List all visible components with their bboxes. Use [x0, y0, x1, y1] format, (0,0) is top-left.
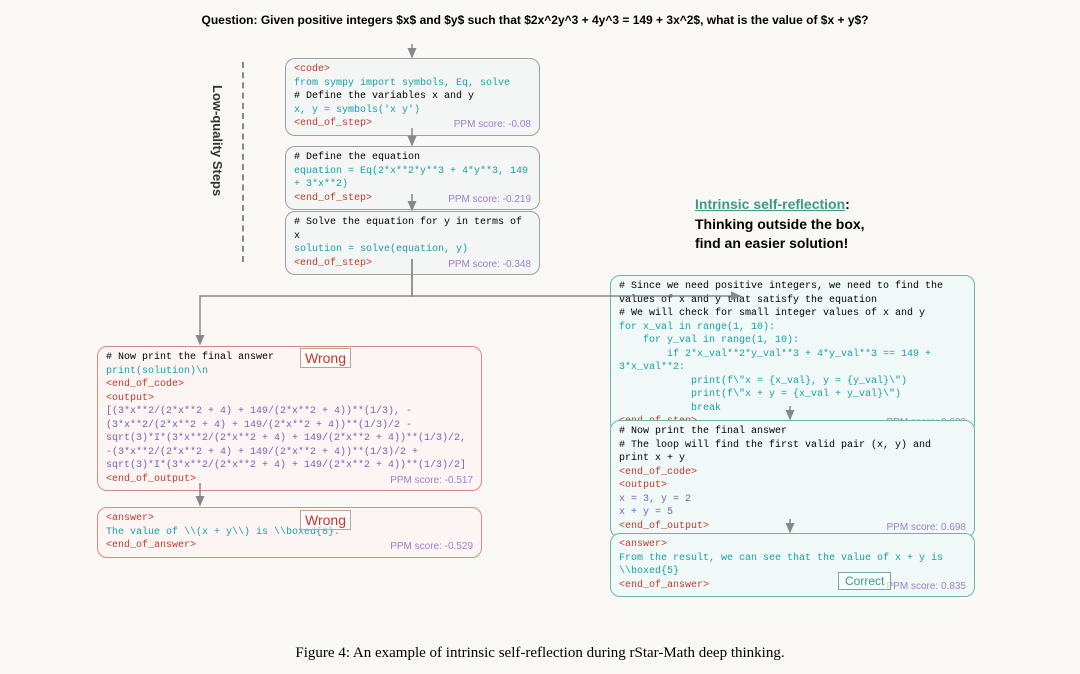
ppm-score: PPM score: 0.698	[887, 521, 966, 535]
reflection-underline: Intrinsic self-reflection	[695, 196, 845, 212]
code-line: # Now print the final answer	[619, 425, 966, 439]
code-line: break	[619, 402, 966, 416]
code-line: From the result, we can see that the val…	[619, 552, 966, 566]
wrong-label-2: Wrong	[300, 510, 351, 530]
code-line: # Now print the final answer	[106, 351, 473, 365]
code-line: <end_of_code>	[106, 378, 473, 392]
ppm-score: PPM score: -0.219	[448, 193, 531, 207]
code-line: <answer>	[619, 538, 966, 552]
step-box-b6: # Since we need positive integers, we ne…	[610, 275, 975, 434]
step-box-b1: <code>from sympy import symbols, Eq, sol…	[285, 58, 540, 136]
code-line: # Define the equation	[294, 151, 531, 165]
step-box-b8: <answer>From the result, we can see that…	[610, 533, 975, 597]
code-line: <code>	[294, 63, 531, 77]
ppm-score: PPM score: -0.517	[390, 474, 473, 488]
code-line: \\boxed{5}	[619, 565, 966, 579]
code-line: <output>	[619, 479, 966, 493]
code-line: solution = solve(equation, y)	[294, 243, 531, 257]
correct-label: Correct	[838, 572, 891, 590]
code-line: print(f\"x + y = {x_val + y_val}\")	[619, 388, 966, 402]
code-line: # We will check for small integer values…	[619, 307, 966, 321]
code-line: x + y = 5	[619, 506, 966, 520]
ppm-score: PPM score: 0.835	[887, 580, 966, 594]
code-line: # Define the variables x and y	[294, 90, 531, 104]
step-box-b4: # Now print the final answerprint(soluti…	[97, 346, 482, 491]
step-box-b5: <answer>The value of \\(x + y\\) is \\bo…	[97, 507, 482, 558]
code-line: <end_of_code>	[619, 466, 966, 480]
code-line: # Since we need positive integers, we ne…	[619, 280, 966, 307]
low-quality-label: Low-quality Steps	[210, 85, 225, 196]
code-line: # The loop will find the first valid pai…	[619, 439, 966, 466]
reflection-line2: find an easier solution!	[695, 235, 848, 251]
wrong-label-1: Wrong	[300, 348, 351, 368]
code-line: for y_val in range(1, 10):	[619, 334, 966, 348]
code-line: for x_val in range(1, 10):	[619, 321, 966, 335]
reflection-title: Intrinsic self-reflection: Thinking outs…	[695, 195, 865, 254]
code-line: [(3*x**2/(2*x**2 + 4) + 149/(2*x**2 + 4)…	[106, 405, 473, 473]
code-line: # Solve the equation for y in terms of x	[294, 216, 531, 243]
code-line: print(solution)\n	[106, 365, 473, 379]
ppm-score: PPM score: -0.348	[448, 258, 531, 272]
code-line: <output>	[106, 392, 473, 406]
step-box-b3: # Solve the equation for y in terms of x…	[285, 211, 540, 275]
question-text: Question: Given positive integers $x$ an…	[195, 12, 875, 29]
code-line: equation = Eq(2*x**2*y**3 + 4*y**3, 149 …	[294, 165, 531, 192]
code-line: x = 3, y = 2	[619, 493, 966, 507]
ppm-score: PPM score: -0.529	[390, 540, 473, 554]
dashed-line	[242, 62, 244, 262]
code-line: print(f\"x = {x_val}, y = {y_val}\")	[619, 375, 966, 389]
code-line: from sympy import symbols, Eq, solve	[294, 77, 531, 91]
code-line: <answer>	[106, 512, 473, 526]
code-line: x, y = symbols('x y')	[294, 104, 531, 118]
reflection-line1: Thinking outside the box,	[695, 216, 865, 232]
figure-caption: Figure 4: An example of intrinsic self-r…	[0, 645, 1080, 662]
step-box-b7: # Now print the final answer# The loop w…	[610, 420, 975, 538]
code-line: if 2*x_val**2*y_val**3 + 4*y_val**3 == 1…	[619, 348, 966, 375]
step-box-b2: # Define the equationequation = Eq(2*x**…	[285, 146, 540, 210]
code-line: The value of \\(x + y\\) is \\boxed{8}.	[106, 526, 473, 540]
ppm-score: PPM score: -0.08	[454, 118, 531, 132]
